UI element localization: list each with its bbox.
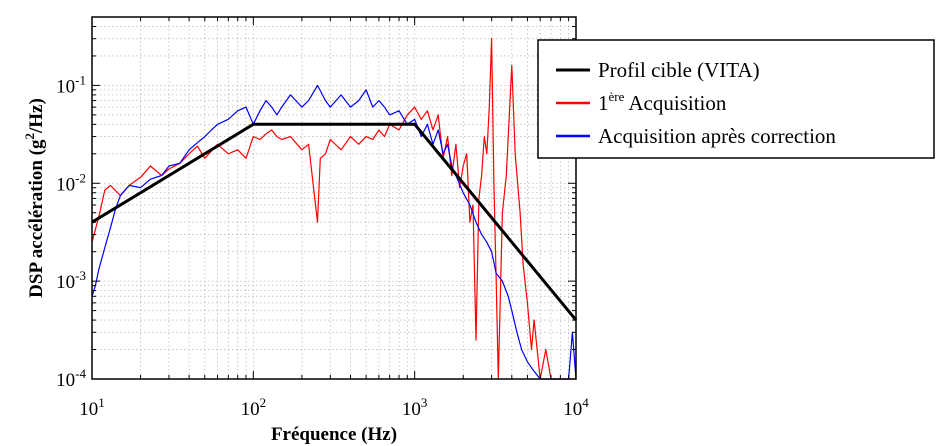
grid	[91, 16, 577, 380]
legend-label: 1ère Acquisition	[598, 89, 727, 115]
legend-items: Profil cible (VITA) 1ère Acquisition Acquis…	[556, 58, 836, 148]
y-tick-label: 10-1	[56, 72, 86, 97]
y-tick-label: 10-2	[56, 170, 86, 195]
series-line	[91, 122, 578, 322]
x-tick-label: 102	[241, 395, 266, 420]
y-axis-title-main: DSP accélération (g	[26, 139, 47, 298]
y-tick-label: 10-4	[56, 366, 86, 391]
legend: Profil cible (VITA) 1ère Acquisition Acquis…	[537, 39, 935, 159]
tick-labels: 101 102 103 104 10-4 10-3 10-2 10-1	[56, 72, 589, 420]
legend-box	[537, 39, 935, 159]
y-axis-title-superscript: 2	[22, 133, 37, 140]
x-tick-label: 101	[79, 395, 105, 420]
y-axis-title: DSP accélération (g2/Hz)	[22, 98, 47, 298]
y-tick-label: 10-3	[56, 268, 86, 293]
x-tick-label: 104	[563, 395, 589, 420]
series-line	[91, 84, 577, 380]
legend-label: Profil cible (VITA)	[598, 58, 760, 82]
y-axis-title-end: /Hz)	[26, 98, 47, 134]
legend-label: Acquisition après correction	[598, 124, 836, 148]
x-axis-title: Fréquence (Hz)	[271, 424, 397, 445]
series-layer	[91, 38, 578, 380]
x-tick-label: 103	[402, 395, 428, 420]
